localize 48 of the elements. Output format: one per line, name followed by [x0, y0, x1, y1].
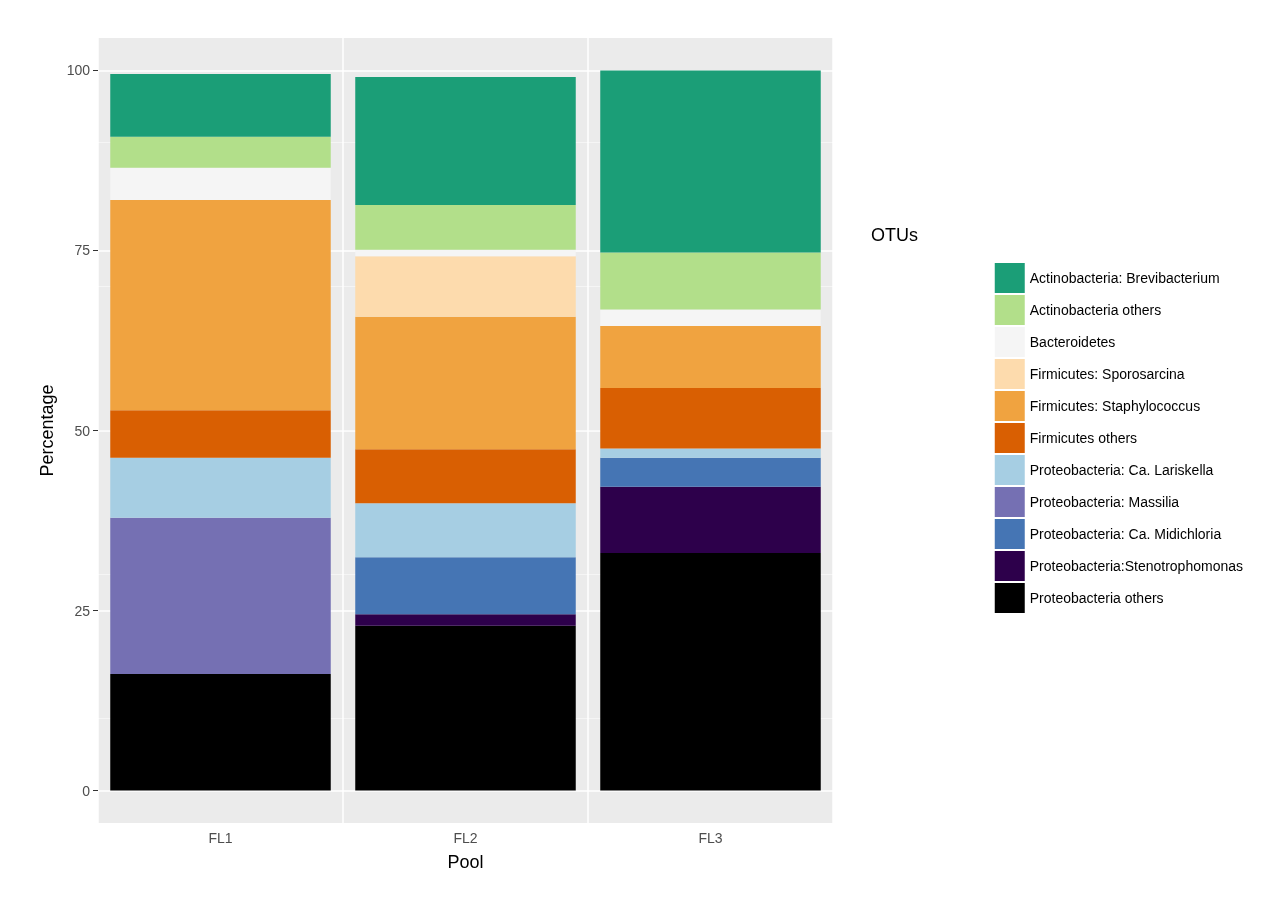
- bar: [600, 388, 821, 449]
- legend-label: Actinobacteria others: [1029, 302, 1162, 318]
- bar: [110, 673, 331, 791]
- bar: [600, 326, 821, 389]
- y-tick-label: 25: [74, 602, 91, 619]
- bar: [600, 486, 821, 553]
- bar: [110, 200, 331, 411]
- y-tick-label: 100: [66, 62, 91, 79]
- legend-label: Proteobacteria:Stenotrophomonas: [1029, 558, 1243, 574]
- bar: [600, 448, 821, 458]
- bar: [110, 74, 331, 137]
- bar: [355, 557, 576, 615]
- bar: [355, 316, 576, 450]
- bar: [355, 625, 576, 791]
- bar: [355, 503, 576, 558]
- legend-label: Bacteroidetes: [1029, 334, 1116, 350]
- legend-label: Proteobacteria: Ca. Lariskella: [1029, 462, 1214, 478]
- bar: [110, 517, 331, 674]
- y-tick-label: 75: [74, 242, 91, 259]
- legend-label: Firmicutes others: [1029, 430, 1138, 446]
- x-axis-title: Pool: [447, 852, 484, 872]
- bar: [600, 457, 821, 487]
- legend-label: Actinobacteria: Brevibacterium: [1029, 270, 1220, 286]
- y-axis-title: Percentage: [36, 384, 57, 477]
- bar: [110, 136, 331, 168]
- bar: [110, 167, 331, 201]
- bar: [600, 252, 821, 310]
- x-tick-label: FL3: [698, 830, 723, 846]
- legend-label: Proteobacteria others: [1029, 590, 1164, 606]
- bar: [600, 309, 821, 327]
- legend-title: OTUs: [871, 225, 918, 245]
- bar: [110, 410, 331, 458]
- bar: [355, 256, 576, 317]
- x-tick-label: FL1: [208, 830, 233, 846]
- y-tick-label: 50: [74, 422, 91, 439]
- bar: [600, 552, 821, 791]
- bar: [355, 205, 576, 250]
- bar: [355, 614, 576, 626]
- y-tick-label: 0: [82, 782, 91, 799]
- legend-label: Proteobacteria: Ca. Midichloria: [1029, 526, 1222, 542]
- legend-label: Proteobacteria: Massilia: [1029, 494, 1180, 510]
- bar: [355, 76, 576, 206]
- x-tick-label: FL2: [453, 830, 478, 846]
- bar: [355, 449, 576, 504]
- bar: [110, 457, 331, 518]
- bar: [600, 70, 821, 253]
- legend-label: Firmicutes: Sporosarcina: [1029, 366, 1185, 382]
- legend-label: Firmicutes: Staphylococcus: [1029, 398, 1201, 414]
